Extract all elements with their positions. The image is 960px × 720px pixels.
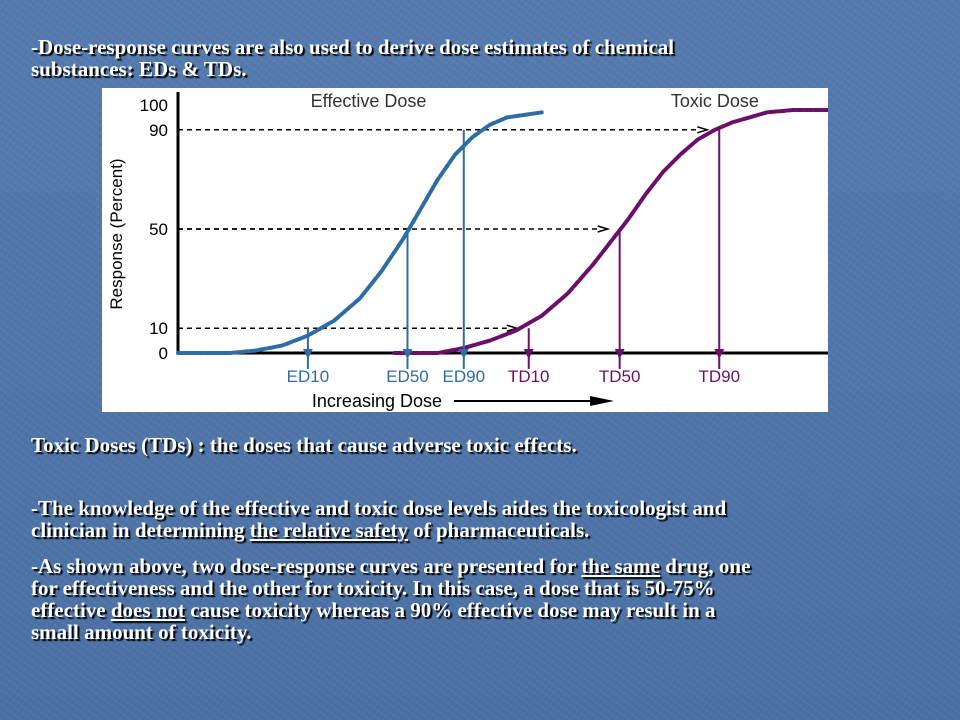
td-definition-text: Toxic Doses (TDs) : the doses that cause… [31, 433, 577, 457]
x-axis-title: Increasing Dose [312, 391, 442, 411]
shown-line-1: -As shown above, two dose-response curve… [31, 555, 951, 577]
y-tick-label-0: 0 [159, 344, 168, 363]
curve-toxic-dose [392, 108, 828, 355]
marker-label-ed10: ED10 [287, 367, 330, 386]
chart-curves [176, 108, 828, 355]
knowledge-line-2: clinician in determining the relative sa… [31, 519, 936, 541]
intro-line-1: -Dose-response curves are also used to d… [31, 35, 675, 59]
marker-label-td50: TD50 [599, 367, 641, 386]
shown-line-3: effective does not cause toxicity wherea… [31, 599, 951, 621]
marker-label-td10: TD10 [508, 367, 550, 386]
marker-label-td90: TD90 [698, 367, 740, 386]
guide-arrow-td90 [697, 126, 710, 134]
shown-pre: -As shown above, two dose-response curve… [31, 554, 582, 578]
the-same-underlined: the same [581, 554, 660, 578]
arrow-head-ed50 [402, 349, 413, 359]
knowledge-paragraph: -The knowledge of the effective and toxi… [31, 497, 936, 541]
intro-line-2: substances: EDs & TDs. [31, 57, 247, 81]
marker-label-ed50: ED50 [386, 367, 429, 386]
curve-effective-dose [176, 110, 544, 355]
x-axis-title-arrow-head [590, 396, 614, 406]
shown-paragraph: -As shown above, two dose-response curve… [31, 555, 951, 643]
shown-mid: drug, one [660, 554, 751, 578]
shown-pre3: effective [31, 598, 111, 622]
y-tick-label-100: 100 [140, 96, 168, 115]
relative-safety-underlined: the relative safety [249, 518, 408, 542]
series-label-0: Effective Dose [311, 91, 427, 111]
td-definition: Toxic Doses (TDs) : the doses that cause… [31, 434, 931, 456]
chart-labels: Response (Percent) Effective Dose Toxic Do… [107, 91, 759, 411]
dose-markers [302, 129, 725, 369]
series-label-1: Toxic Dose [671, 91, 759, 111]
arrow-head-td10 [523, 349, 534, 359]
shown-line-4: small amount of toxicity. [31, 620, 252, 644]
knowledge-post: of pharmaceuticals. [407, 518, 590, 542]
does-not-underlined: does not [110, 598, 185, 622]
shown-line-2: for effectiveness and the other for toxi… [31, 576, 715, 600]
shown-post3: cause toxicity whereas a 90% effective d… [184, 598, 716, 622]
y-tick-label-10: 10 [149, 319, 168, 338]
y-tick-label-90: 90 [149, 121, 168, 140]
arrow-head-ed90 [458, 349, 469, 359]
intro-paragraph: -Dose-response curves are also used to d… [31, 36, 931, 80]
guide-arrow-td50 [597, 225, 611, 233]
arrow-head-td90 [714, 349, 725, 359]
knowledge-pre: clinician in determining [31, 518, 250, 542]
arrow-head-td50 [614, 349, 625, 359]
knowledge-line-1: -The knowledge of the effective and toxi… [31, 496, 727, 520]
arrow-head-ed10 [302, 349, 313, 359]
dose-response-chart: 100 90 50 10 0 Response (Percent) Effective D… [102, 88, 828, 412]
guide-lines [178, 126, 710, 332]
y-axis-title: Response (Percent) [107, 158, 126, 309]
marker-label-ed90: ED90 [443, 367, 486, 386]
y-tick-label-50: 50 [149, 220, 168, 239]
